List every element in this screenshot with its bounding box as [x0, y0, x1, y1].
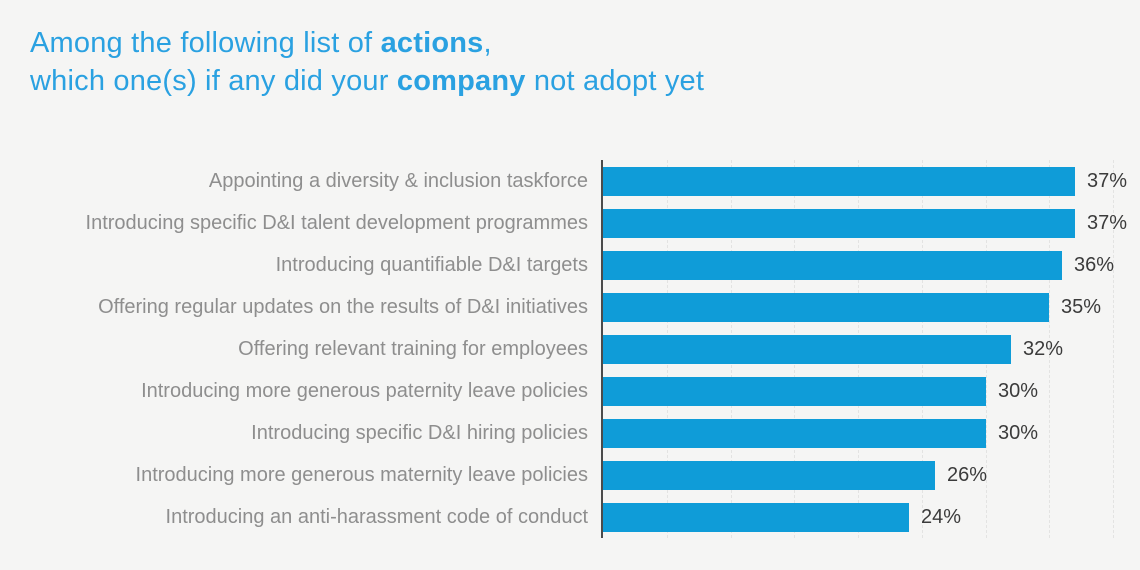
value-label: 30%	[998, 379, 1039, 402]
bar	[603, 166, 1075, 196]
bar-row: 24%	[603, 496, 1140, 538]
category-label: Offering regular updates on the results …	[98, 295, 588, 318]
value-label: 30%	[998, 421, 1039, 444]
plot-area: 37% 37% 36% 35% 32% 30% 30% 26% 24%	[601, 160, 1140, 538]
bar-row: 36%	[603, 244, 1140, 286]
bar	[603, 376, 986, 406]
value-label: 37%	[1087, 169, 1128, 192]
bar	[603, 334, 1011, 364]
category-labels: Appointing a diversity & inclusion taskf…	[0, 160, 601, 538]
bar-row: 26%	[603, 454, 1140, 496]
bar-chart: Appointing a diversity & inclusion taskf…	[0, 160, 1140, 538]
bar-row: 30%	[603, 412, 1140, 454]
bar	[603, 208, 1075, 238]
bar-row: 32%	[603, 328, 1140, 370]
category-label: Offering relevant training for employees	[238, 337, 588, 360]
value-label: 36%	[1074, 253, 1115, 276]
bar-row: 37%	[603, 160, 1140, 202]
bar	[603, 418, 986, 448]
category-label: Introducing more generous paternity leav…	[141, 379, 588, 402]
bar	[603, 292, 1049, 322]
bar	[603, 502, 909, 532]
gridline	[1049, 160, 1051, 538]
value-label: 37%	[1087, 211, 1128, 234]
value-label: 32%	[1023, 337, 1064, 360]
value-label: 24%	[921, 505, 962, 528]
bar-row: 37%	[603, 202, 1140, 244]
category-label: Introducing an anti-harassment code of c…	[165, 505, 588, 528]
chart-title-line1: Among the following list of actions,	[30, 27, 492, 59]
category-label: Appointing a diversity & inclusion taskf…	[208, 169, 588, 192]
category-label: Introducing specific D&I hiring policies	[251, 421, 588, 444]
chart-title-line2: which one(s) if any did your company not…	[30, 65, 705, 97]
category-label: Introducing quantifiable D&I targets	[275, 253, 588, 276]
category-label: Introducing specific D&I talent developm…	[85, 211, 588, 234]
value-label: 35%	[1061, 295, 1102, 318]
chart-title: Among the following list of actions, whi…	[30, 24, 704, 100]
bar-row: 30%	[603, 370, 1140, 412]
bar	[603, 250, 1062, 280]
category-label: Introducing more generous maternity leav…	[135, 463, 588, 486]
gridline	[1113, 160, 1114, 538]
value-label: 26%	[947, 463, 988, 486]
bar	[603, 460, 935, 490]
bar-row: 35%	[603, 286, 1140, 328]
